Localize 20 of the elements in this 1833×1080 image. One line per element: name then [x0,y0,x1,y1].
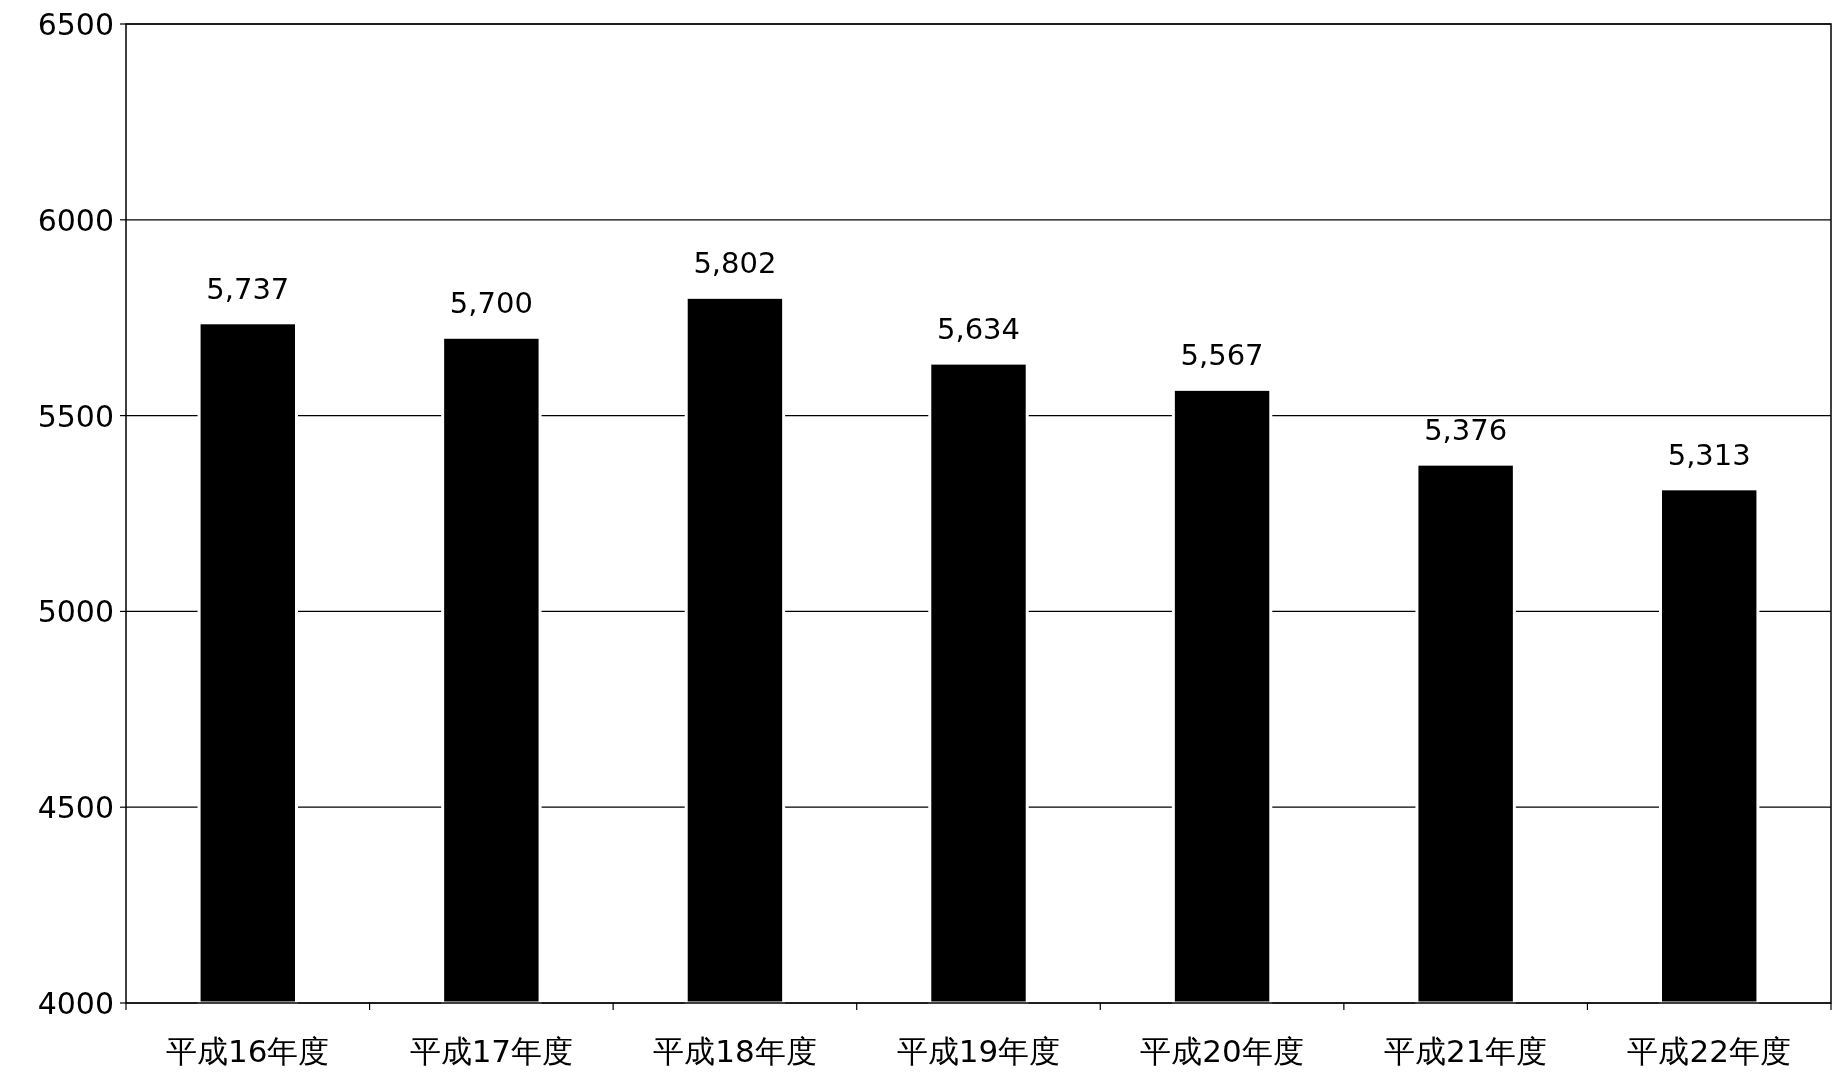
y-tick-label: 6500 [37,7,114,42]
data-label: 5,313 [1667,437,1751,472]
y-tick-label: 4500 [37,790,114,826]
x-tick-label: 平成18年度 [653,1033,817,1069]
x-tick-label: 平成20年度 [1140,1033,1304,1069]
x-tick-label: 平成19年度 [896,1033,1061,1069]
data-label: 5,376 [1424,413,1508,448]
y-tick-label: 4000 [37,986,114,1021]
x-tick-label: 平成22年度 [1627,1033,1791,1069]
x-tick-label: 平成16年度 [166,1033,330,1069]
y-tick-label: 6000 [37,202,114,238]
x-tick-label: 平成17年度 [409,1033,574,1069]
y-tick-label: 5000 [37,594,114,630]
y-tick-label: 5500 [37,398,114,434]
data-label: 5,737 [206,271,290,306]
data-label: 5,634 [936,312,1021,347]
data-label: 5,802 [693,246,777,281]
x-tick-label: 平成21年度 [1383,1033,1548,1069]
data-label: 5,567 [1180,338,1264,373]
data-label: 5,700 [449,286,533,321]
